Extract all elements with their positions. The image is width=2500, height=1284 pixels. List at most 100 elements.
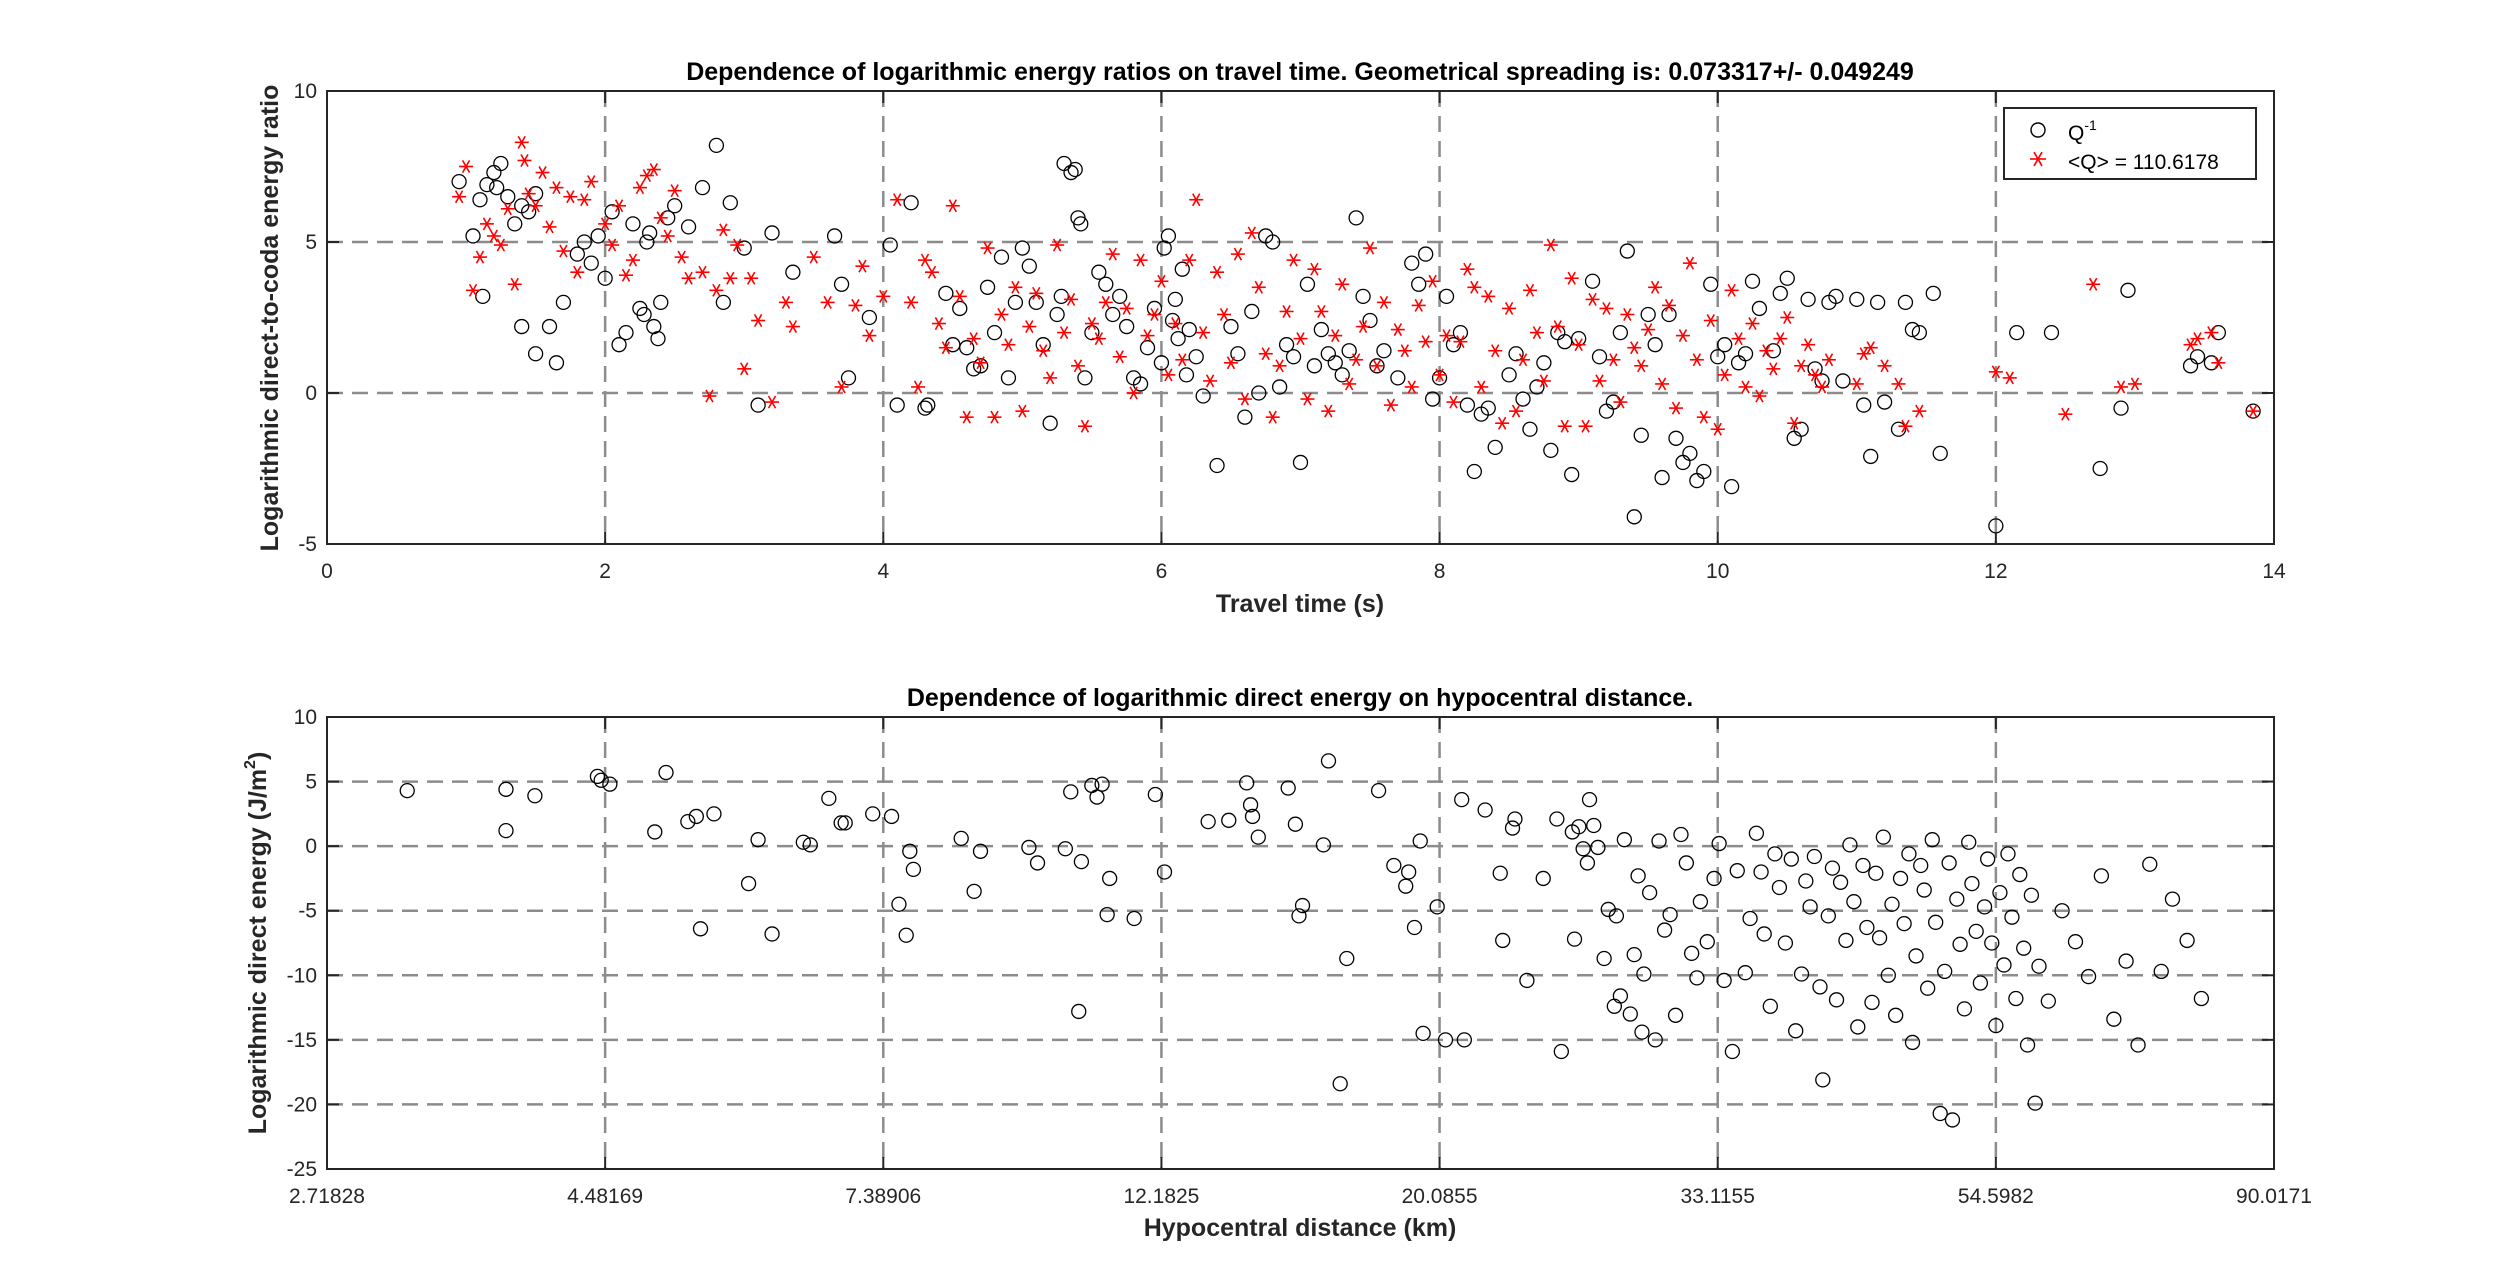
data-point-circle	[569, 246, 585, 262]
data-point-star	[1787, 416, 1802, 430]
data-point-circle	[1824, 860, 1841, 876]
data-point-circle	[1616, 832, 1633, 848]
data-point-star	[625, 253, 640, 267]
data-point-circle	[706, 806, 722, 822]
data-point-circle	[1668, 430, 1684, 446]
data-point-circle	[1771, 879, 1788, 896]
data-point-circle	[1706, 870, 1722, 887]
data-point-star	[2190, 332, 2205, 346]
data-point-circle	[1654, 469, 1670, 486]
data-point-circle	[740, 875, 757, 892]
data-point-circle	[1188, 349, 1204, 365]
data-point-circle	[750, 397, 766, 413]
data-point-star	[1140, 329, 1155, 343]
data-point-star	[1015, 404, 1030, 418]
data-point-star	[1328, 329, 1343, 343]
data-point-circle	[1863, 448, 1879, 465]
data-point-circle	[1622, 1006, 1638, 1022]
data-point-star	[1203, 374, 1218, 388]
data-point-star	[612, 199, 627, 213]
data-point-star	[1863, 341, 1878, 355]
chart-title-bottom: Dependence of logarithmic direct energy …	[907, 684, 1693, 712]
data-point-circle	[1916, 882, 1932, 898]
data-point-circle	[903, 195, 919, 211]
data-point-star	[584, 175, 599, 189]
data-point-star	[472, 250, 487, 264]
data-point-circle	[1996, 957, 2012, 973]
data-point-star	[1425, 274, 1440, 288]
ticks-bottom: 2.71828 4.48169 7.38906 12.1825 20.0855 33.11…	[287, 706, 2312, 1208]
data-point-circle	[1800, 291, 1816, 308]
data-point-circle	[1689, 970, 1705, 986]
data-point-circle	[1278, 337, 1295, 353]
data-point-star	[778, 295, 793, 309]
data-point-star	[820, 295, 835, 309]
data-point-circle	[1856, 397, 1872, 413]
data-point-star	[1752, 389, 1767, 403]
data-point-circle	[1553, 1043, 1569, 1060]
data-point-circle	[1237, 409, 1253, 425]
data-point-circle	[576, 234, 592, 250]
data-point-star	[1453, 335, 1468, 349]
data-point-star	[1717, 368, 1732, 382]
hypocentral-distance-chart: 2.71828 4.48169 7.38906 12.1825 20.0855 33.11…	[242, 684, 2312, 1242]
y-tick-label: 10	[294, 80, 317, 103]
data-point-circle	[2043, 324, 2060, 341]
x-tick-label: 4.48169	[567, 1185, 643, 1208]
data-point-circle	[902, 843, 918, 859]
data-point-circle	[489, 179, 505, 196]
y-tick-label: -25	[287, 1158, 317, 1181]
data-point-circle	[1549, 811, 1565, 827]
data-point-circle	[680, 813, 696, 830]
data-point-circle	[1370, 782, 1387, 799]
data-point-star	[528, 199, 543, 213]
grid-top	[327, 91, 2274, 544]
data-point-star	[1084, 317, 1099, 331]
legend-q-base: Q	[2068, 122, 2084, 145]
data-point-circle	[1925, 285, 1941, 301]
data-point-circle	[604, 204, 620, 220]
data-point-star	[1369, 359, 1384, 373]
data-point-circle	[2004, 909, 2020, 925]
data-point-circle	[979, 279, 996, 295]
data-point-star	[959, 410, 974, 424]
data-point-circle	[1251, 385, 1267, 401]
data-point-circle	[1200, 813, 1216, 830]
data-point-circle	[1292, 454, 1309, 471]
data-point-circle	[1564, 466, 1580, 483]
data-point-circle	[1089, 789, 1105, 805]
data-point-circle	[1988, 1018, 2004, 1034]
data-point-star	[1509, 404, 1524, 418]
data-point-circle	[2080, 968, 2097, 985]
y-label-bottom-end: )	[244, 752, 272, 760]
data-point-star	[674, 250, 689, 264]
data-point-star	[619, 268, 634, 282]
data-point-circle	[1507, 811, 1523, 827]
data-point-circle	[1406, 919, 1423, 936]
data-point-star	[1724, 283, 1739, 297]
data-point-star	[1272, 359, 1287, 373]
data-point-star	[1592, 374, 1607, 388]
data-point-star	[1105, 247, 1120, 261]
data-point-star	[556, 244, 571, 258]
data-point-circle	[1063, 164, 1079, 181]
data-point-star	[605, 238, 620, 252]
data-point-circle	[2009, 324, 2025, 341]
data-point-circle	[1398, 878, 1414, 894]
data-point-star	[2246, 404, 2261, 418]
data-point-circle	[966, 883, 982, 899]
data-point-circle	[722, 195, 738, 211]
data-point-circle	[1566, 931, 1583, 947]
y-tick-label: 5	[305, 771, 317, 794]
data-point-star	[507, 277, 522, 291]
data-point-circle	[1976, 899, 1993, 915]
data-point-circle	[1584, 273, 1601, 289]
data-point-circle	[1459, 397, 1476, 413]
data-point-circle	[1522, 421, 1538, 437]
data-point-circle	[1480, 400, 1496, 416]
data-point-circle	[465, 228, 481, 244]
data-point-circle	[2093, 868, 2110, 884]
data-point-circle	[589, 768, 606, 785]
x-tick-label: 2.71828	[289, 1185, 365, 1208]
legend-entry-q-inverse: Q-1	[2068, 117, 2097, 145]
